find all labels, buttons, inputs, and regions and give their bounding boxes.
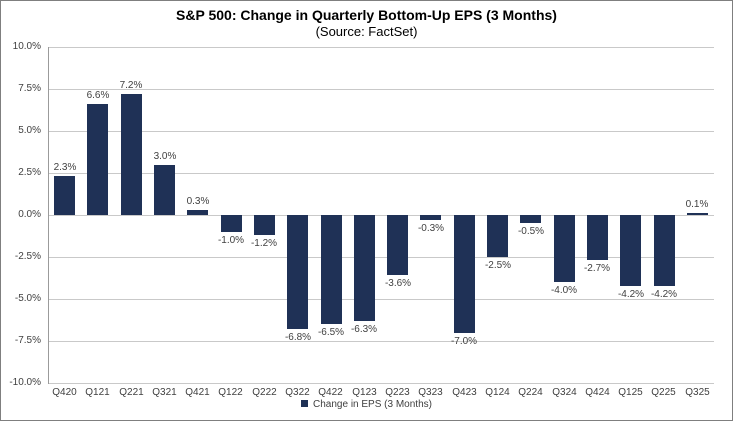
y-axis-tick-label: -2.5% [14, 251, 41, 262]
x-axis-tick-label: Q123 [352, 387, 377, 398]
bar-value-label: -1.2% [250, 238, 278, 249]
y-axis-tick-label: 0.0% [18, 209, 41, 220]
bar [221, 215, 242, 232]
bar-value-label: -3.6% [384, 278, 412, 289]
bar [587, 215, 608, 260]
bar [620, 215, 641, 286]
x-axis-tick-label: Q124 [485, 387, 510, 398]
gridline [48, 215, 714, 216]
x-axis-tick-label: Q423 [452, 387, 477, 398]
bar [187, 210, 208, 215]
x-axis-tick-label: Q325 [685, 387, 710, 398]
x-axis-tick-label: Q222 [252, 387, 277, 398]
bar-value-label: -1.0% [217, 235, 245, 246]
bar [121, 94, 142, 215]
bar-value-label: -4.0% [550, 285, 578, 296]
bar [287, 215, 308, 329]
bar-value-label: 6.6% [86, 90, 110, 101]
chart-title: S&P 500: Change in Quarterly Bottom-Up E… [176, 7, 557, 23]
bar-value-label: 0.1% [685, 199, 709, 210]
gridline [48, 89, 714, 90]
x-axis-tick-label: Q323 [418, 387, 443, 398]
bar [687, 213, 708, 215]
y-axis-tick-label: 5.0% [18, 125, 41, 136]
x-axis-tick-label: Q420 [52, 387, 77, 398]
x-axis-tick-label: Q225 [651, 387, 676, 398]
y-axis-tick-label: 2.5% [18, 167, 41, 178]
x-axis-tick-label: Q122 [218, 387, 243, 398]
bar [387, 215, 408, 275]
bar [354, 215, 375, 321]
x-axis-tick-label: Q322 [285, 387, 310, 398]
bar [554, 215, 575, 282]
bar [321, 215, 342, 324]
y-axis-tick-label: -10.0% [9, 377, 41, 388]
bar-value-label: 7.2% [119, 80, 143, 91]
bar-value-label: -6.3% [350, 324, 378, 335]
gridline [48, 299, 714, 300]
y-axis-tick-label: 7.5% [18, 83, 41, 94]
bar-value-label: -6.5% [317, 327, 345, 338]
gridline [48, 383, 714, 384]
legend: Change in EPS (3 Months) [1, 399, 732, 410]
x-axis-tick-label: Q324 [552, 387, 577, 398]
x-axis-tick-label: Q224 [518, 387, 543, 398]
bar-value-label: -0.3% [417, 223, 445, 234]
gridline [48, 341, 714, 342]
x-axis-tick-label: Q121 [85, 387, 110, 398]
x-axis-tick-label: Q125 [618, 387, 643, 398]
bar-value-label: -2.7% [583, 263, 611, 274]
x-axis-tick-label: Q424 [585, 387, 610, 398]
bar-value-label: -4.2% [617, 289, 645, 300]
x-axis-tick-label: Q223 [385, 387, 410, 398]
bar-value-label: 0.3% [186, 196, 210, 207]
x-axis-tick-label: Q221 [119, 387, 144, 398]
y-axis-line [48, 47, 49, 384]
gridline [48, 173, 714, 174]
bar [654, 215, 675, 286]
gridline [48, 131, 714, 132]
y-axis-tick-label: -7.5% [14, 335, 41, 346]
bar-value-label: -6.8% [284, 332, 312, 343]
bar-value-label: -2.5% [484, 260, 512, 271]
bar-value-label: -0.5% [517, 226, 545, 237]
bar [454, 215, 475, 333]
bar-value-label: 2.3% [53, 162, 77, 173]
bar [420, 215, 441, 220]
bar [487, 215, 508, 257]
bar-value-label: -7.0% [450, 336, 478, 347]
chart-subtitle: (Source: FactSet) [315, 24, 418, 39]
legend-swatch-icon [301, 400, 309, 407]
gridline [48, 47, 714, 48]
bar [520, 215, 541, 223]
legend-label: Change in EPS (3 Months) [313, 399, 432, 410]
bar [154, 165, 175, 215]
y-axis-tick-label: 10.0% [12, 41, 41, 52]
bar [87, 104, 108, 215]
bar [254, 215, 275, 235]
bar-value-label: -4.2% [650, 289, 678, 300]
bar [54, 176, 75, 215]
bar-value-label: 3.0% [153, 151, 177, 162]
x-axis-tick-label: Q421 [185, 387, 210, 398]
x-axis-tick-label: Q321 [152, 387, 177, 398]
y-axis-tick-label: -5.0% [14, 293, 41, 304]
gridline [48, 257, 714, 258]
x-axis-tick-label: Q422 [318, 387, 343, 398]
